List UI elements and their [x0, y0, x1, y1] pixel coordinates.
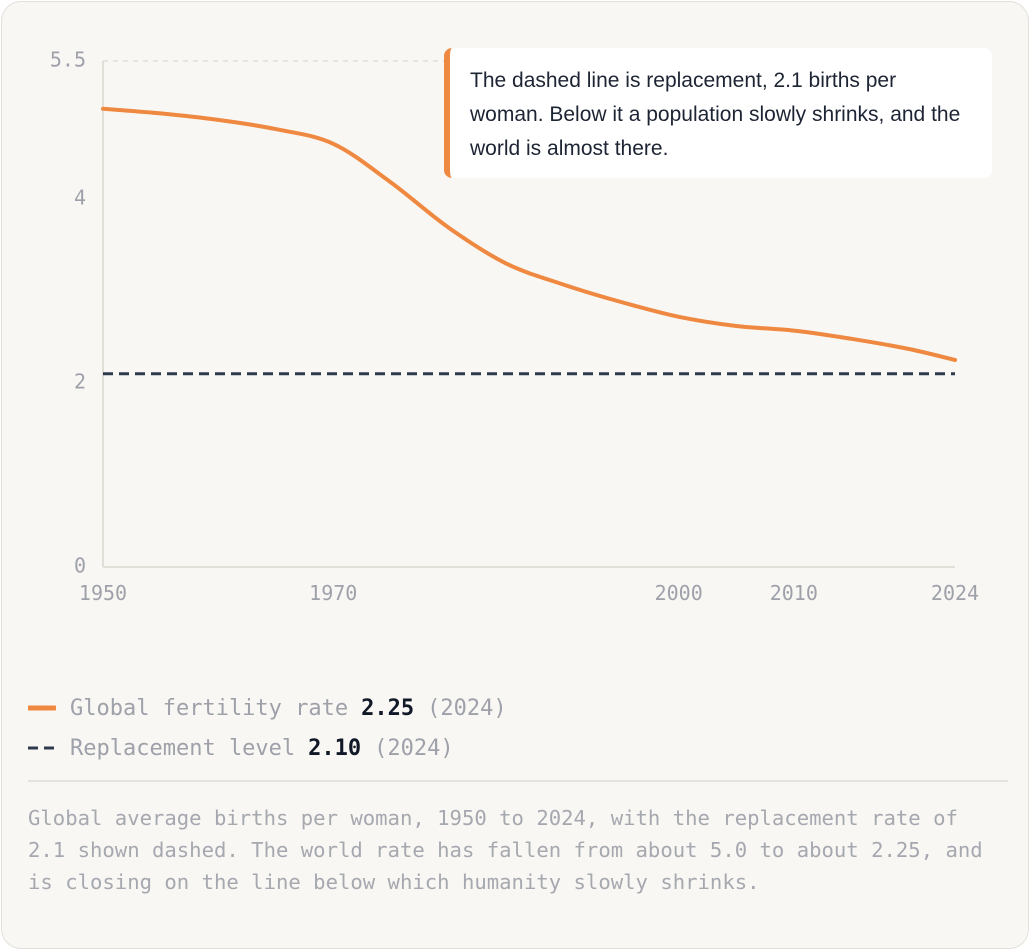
legend-swatch-solid	[28, 705, 56, 711]
line-chart: 0 2 4 5.5 1950 1970 2000 2010 2024	[50, 48, 979, 606]
legend-swatch-dashed	[28, 746, 56, 750]
legend-item-fertility: Global fertility rate 2.25 (2024)	[28, 688, 507, 728]
annotation-text: The dashed line is replacement, 2.1 birt…	[470, 69, 961, 160]
y-tick-label: 0	[74, 554, 86, 578]
x-tick-label: 2024	[931, 581, 979, 605]
legend-label: Replacement level	[70, 735, 296, 761]
y-tick-label: 5.5	[50, 48, 86, 72]
legend-label: Global fertility rate	[70, 695, 349, 721]
y-tick-label: 2	[74, 370, 86, 394]
legend-item-replacement: Replacement level 2.10 (2024)	[28, 728, 507, 768]
legend-value: 2.25	[361, 695, 415, 721]
y-tick-label: 4	[74, 186, 86, 210]
legend-year: (2024)	[427, 695, 507, 721]
divider	[28, 780, 1008, 782]
x-tick-label: 2000	[655, 581, 703, 605]
legend-value: 2.10	[308, 735, 362, 761]
chart-caption: Global average births per woman, 1950 to…	[28, 806, 983, 894]
x-tick-label: 1950	[79, 581, 127, 605]
x-tick-label: 1970	[309, 581, 357, 605]
annotation-callout: The dashed line is replacement, 2.1 birt…	[444, 48, 992, 178]
legend-year: (2024)	[374, 735, 454, 761]
x-tick-label: 2010	[770, 581, 818, 605]
series-line-fertility	[101, 106, 957, 362]
legend: Global fertility rate 2.25 (2024) Replac…	[28, 688, 507, 768]
